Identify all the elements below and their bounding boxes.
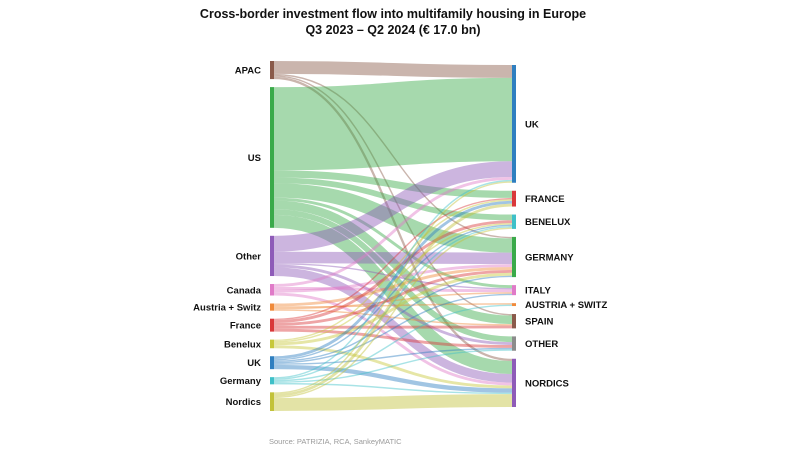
target-label-austria-switz: AUSTRIA + SWITZ bbox=[525, 300, 607, 311]
target-node-austria-switz bbox=[512, 303, 516, 307]
flow-apac-to-nordics bbox=[273, 76, 513, 362]
source-label-austria-switz: Austria + Switz bbox=[193, 303, 261, 314]
flow-uk-to-benelux bbox=[273, 224, 513, 361]
flow-germany-to-nordics bbox=[273, 382, 513, 395]
target-node-italy bbox=[512, 285, 516, 296]
source-node-benelux bbox=[270, 339, 274, 349]
flow-france-to-germany bbox=[273, 269, 513, 326]
flow-france-to-other bbox=[273, 328, 513, 348]
flow-uk-to-nordics bbox=[273, 364, 513, 393]
source-node-us bbox=[270, 87, 274, 228]
source-label-other: Other bbox=[236, 251, 262, 262]
flow-austria-switz-to-spain bbox=[273, 309, 513, 326]
flow-apac-to-uk bbox=[273, 61, 513, 78]
flow-uk-to-france bbox=[273, 200, 513, 360]
flow-uk-to-other bbox=[273, 347, 513, 365]
flow-uk-to-italy bbox=[273, 293, 513, 364]
chart-title-line-1: Cross-border investment flow into multif… bbox=[200, 7, 586, 21]
source-label-apac: APAC bbox=[235, 66, 261, 77]
source-nodes: APAC US Other Canada Austria + Switz France Be… bbox=[193, 61, 274, 411]
source-node-germany bbox=[270, 377, 274, 385]
flow-other-to-italy bbox=[273, 263, 513, 290]
flow-us-to-france bbox=[273, 170, 513, 198]
flow-nordics-to-uk bbox=[273, 181, 513, 394]
source-label-germany: Germany bbox=[220, 376, 262, 387]
flow-germany-to-other bbox=[273, 349, 513, 383]
source-node-apac bbox=[270, 61, 274, 80]
flow-apac-to-spain bbox=[273, 75, 513, 316]
flow-us-to-other bbox=[273, 209, 513, 343]
target-label-benelux: BENELUX bbox=[525, 217, 571, 228]
flow-us-to-benelux bbox=[273, 177, 513, 221]
target-node-other bbox=[512, 336, 516, 351]
target-node-uk bbox=[512, 65, 516, 183]
flow-germany-to-uk bbox=[273, 179, 513, 379]
flow-apac-to-germany bbox=[273, 73, 513, 239]
target-label-spain: SPAIN bbox=[525, 317, 553, 328]
flow-us-to-uk bbox=[273, 77, 513, 171]
source-label-nordics: Nordics bbox=[226, 397, 261, 408]
flow-other-to-germany bbox=[273, 251, 513, 265]
flow-other-to-uk bbox=[273, 161, 513, 252]
flow-benelux-to-nordics bbox=[273, 345, 513, 389]
flow-us-to-nordics bbox=[273, 214, 513, 374]
target-label-nordics: NORDICS bbox=[525, 378, 569, 389]
flow-nordics-to-benelux bbox=[273, 227, 513, 399]
target-node-germany bbox=[512, 236, 516, 278]
target-node-nordics bbox=[512, 358, 516, 407]
flow-austria-switz-to-germany bbox=[273, 267, 513, 307]
flow-nordics-to-nordics bbox=[273, 394, 513, 411]
target-label-france: FRANCE bbox=[525, 194, 565, 205]
flow-links bbox=[273, 61, 513, 411]
flow-canada-to-uk bbox=[273, 177, 513, 287]
target-label-italy: ITALY bbox=[525, 286, 552, 297]
source-node-other bbox=[270, 235, 274, 277]
flow-us-to-germany bbox=[273, 183, 513, 253]
source-label-us: US bbox=[248, 153, 261, 164]
flow-benelux-to-germany bbox=[273, 272, 513, 346]
flow-germany-to-benelux bbox=[273, 226, 513, 381]
target-label-uk: UK bbox=[525, 119, 539, 130]
flow-benelux-to-france bbox=[273, 199, 513, 342]
target-nodes: UK FRANCE BENELUX GERMANY ITALY AUSTRIA + SWI… bbox=[512, 65, 607, 407]
flow-benelux-to-benelux bbox=[273, 223, 513, 343]
flow-austria-switz-to-austria-switz bbox=[273, 303, 513, 308]
flow-other-to-other bbox=[273, 264, 513, 346]
target-label-germany: GERMANY bbox=[525, 253, 574, 264]
target-node-benelux bbox=[512, 214, 516, 229]
flow-us-to-spain bbox=[273, 200, 513, 325]
source-note: Source: PATRIZIA, RCA, SankeyMATIC bbox=[269, 437, 402, 446]
source-label-uk: UK bbox=[247, 358, 261, 369]
source-node-uk bbox=[270, 356, 274, 370]
flow-canada-to-nordics bbox=[273, 292, 513, 386]
target-node-france bbox=[512, 190, 516, 207]
flow-france-to-france bbox=[273, 197, 513, 321]
flow-germany-to-austria-switz bbox=[273, 304, 513, 382]
flow-nordics-to-france bbox=[273, 203, 513, 397]
flow-uk-to-germany bbox=[273, 275, 513, 362]
flow-canada-to-italy bbox=[273, 286, 513, 293]
flow-austria-switz-to-italy bbox=[273, 292, 513, 310]
source-label-canada: Canada bbox=[227, 285, 262, 296]
flow-other-to-nordics bbox=[273, 267, 513, 383]
target-label-other: OTHER bbox=[525, 339, 558, 350]
target-node-spain bbox=[512, 314, 516, 329]
source-node-austria-switz bbox=[270, 303, 274, 311]
chart-title-line-2: Q3 2023 – Q2 2024 (€ 17.0 bn) bbox=[305, 23, 480, 37]
flow-canada-to-germany bbox=[273, 264, 513, 293]
source-node-nordics bbox=[270, 392, 274, 411]
source-node-canada bbox=[270, 284, 274, 296]
source-node-france bbox=[270, 318, 274, 332]
flow-france-to-benelux bbox=[273, 220, 513, 323]
source-label-benelux: Benelux bbox=[224, 339, 262, 350]
source-label-france: France bbox=[230, 321, 261, 332]
flow-us-to-italy bbox=[273, 197, 513, 288]
